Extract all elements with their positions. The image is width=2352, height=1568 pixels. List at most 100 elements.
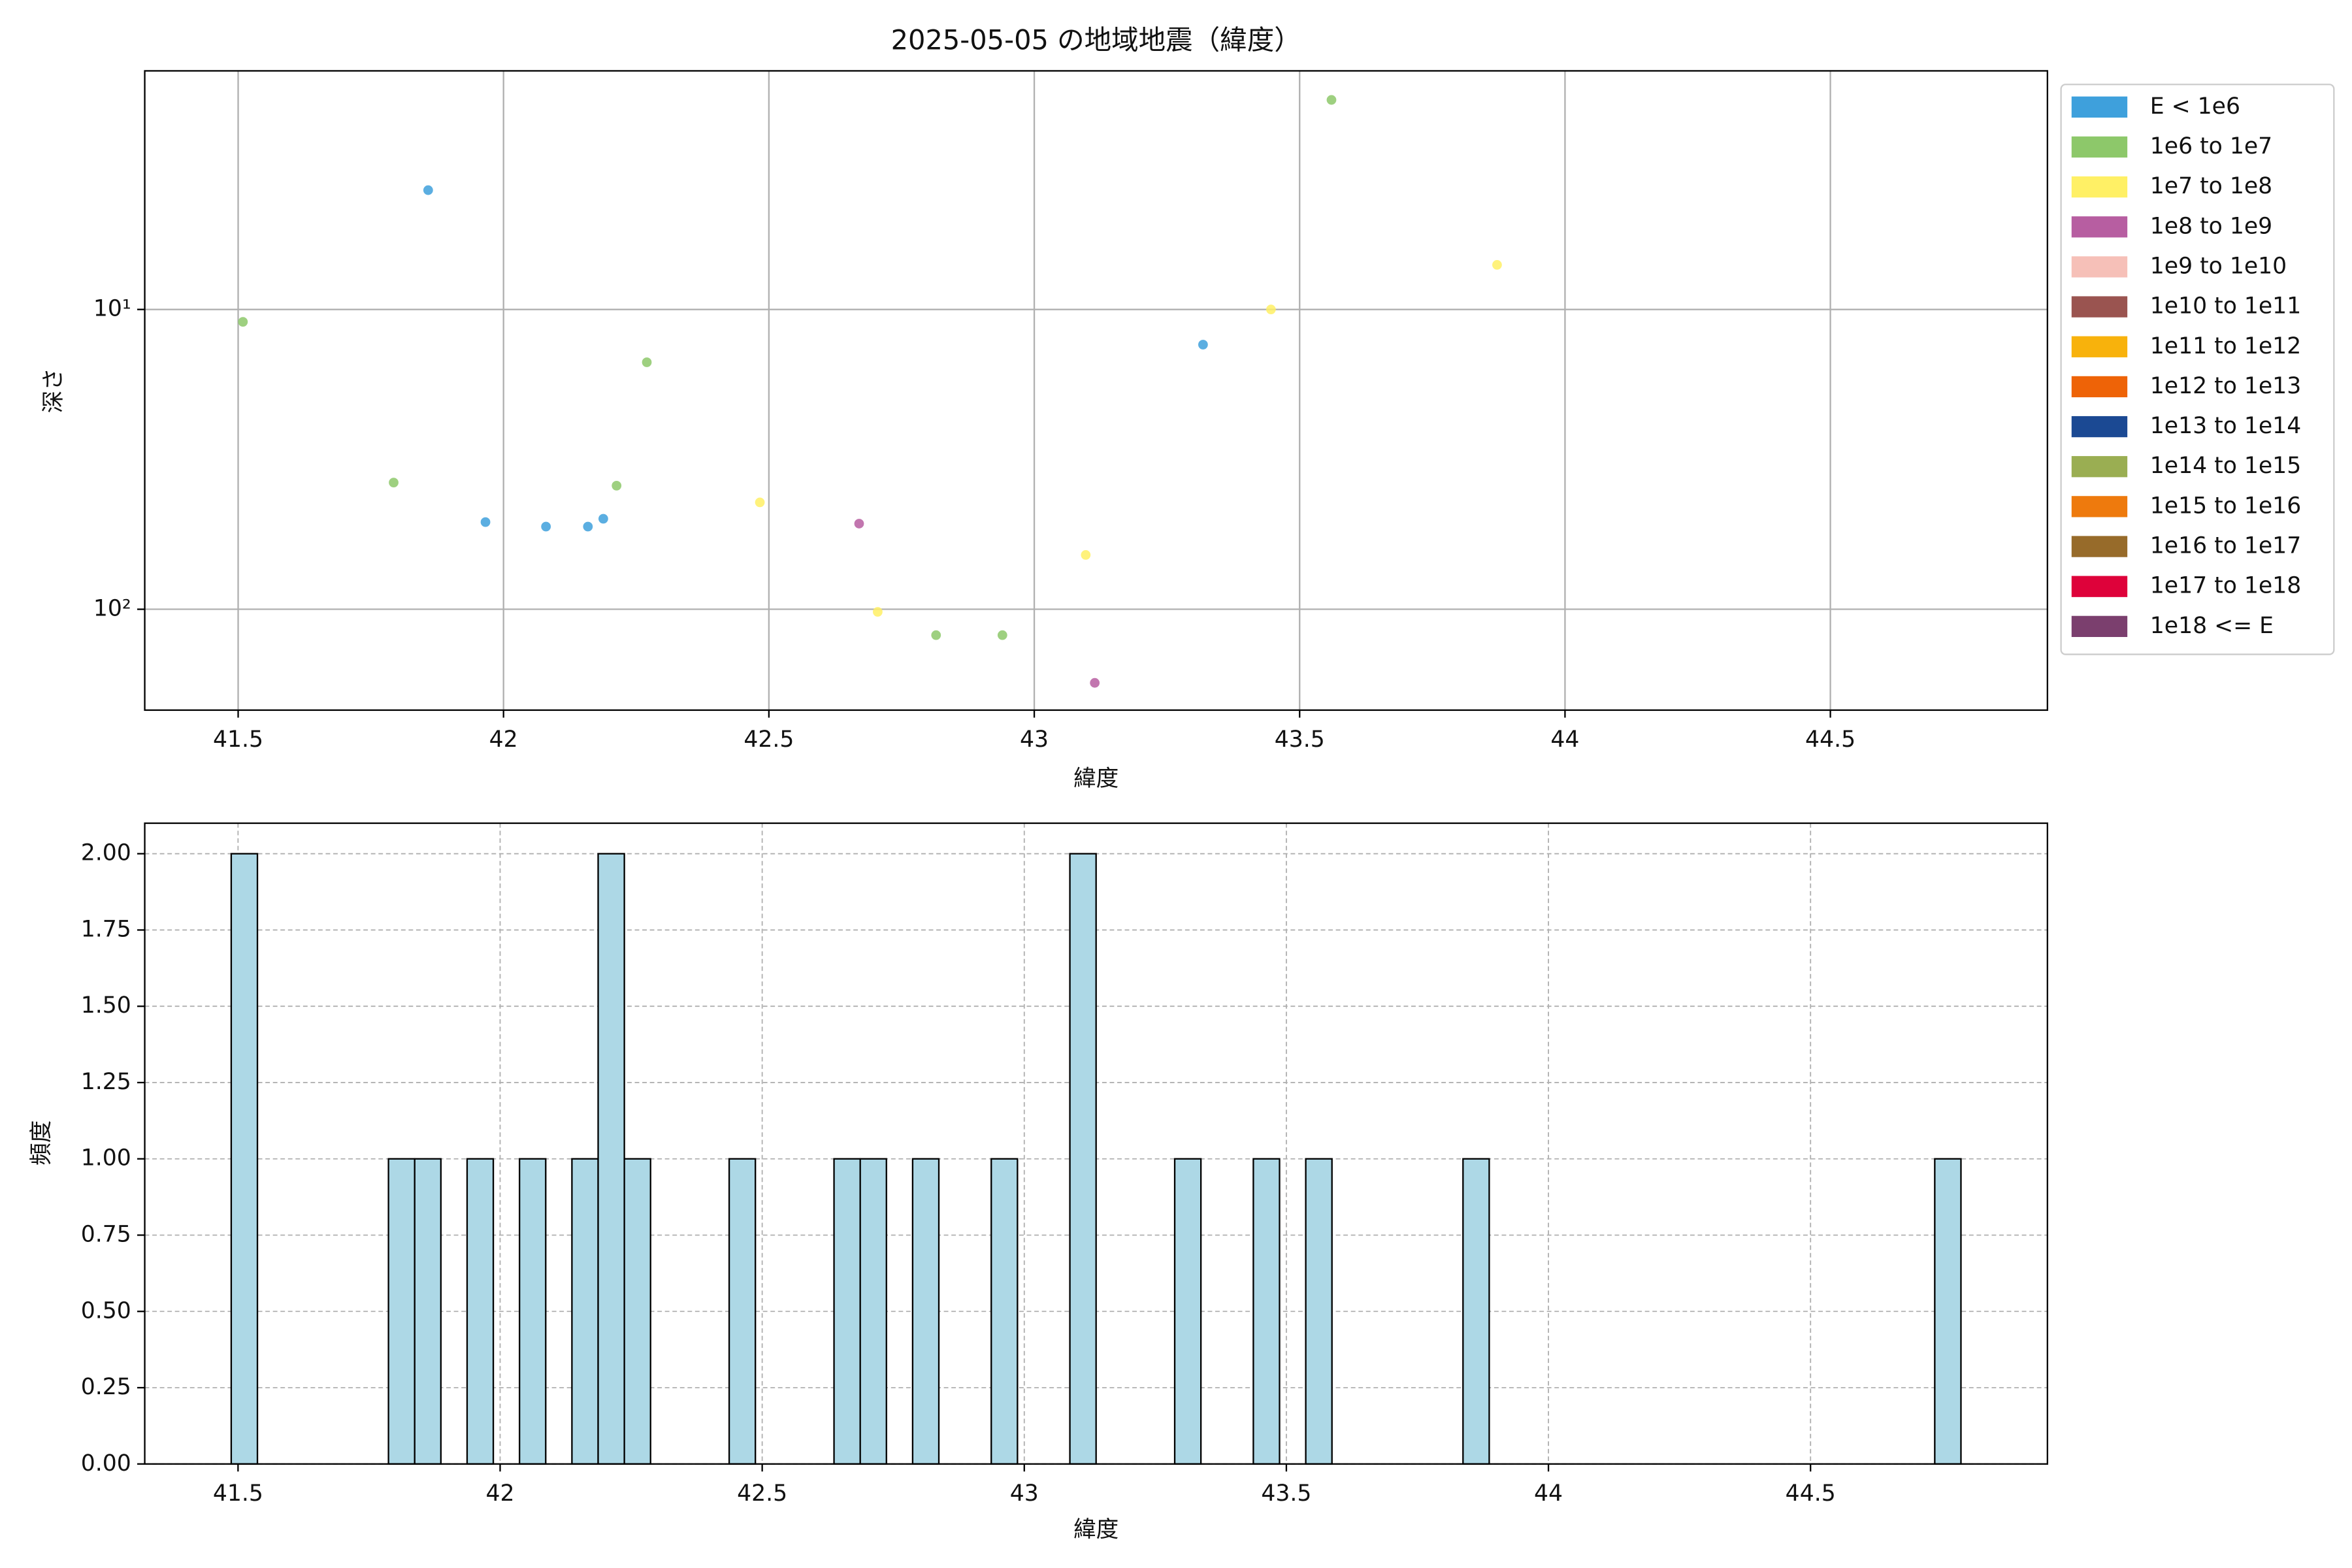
x-axis-label: 緯度 bbox=[1073, 1516, 1119, 1543]
legend-label: 1e12 to 1e13 bbox=[2150, 373, 2301, 399]
point bbox=[1090, 678, 1100, 688]
y-axis-label: 頻度 bbox=[29, 1120, 55, 1166]
bar bbox=[1173, 1158, 1202, 1465]
chart-title: 2025-05-05 の地域地震（緯度） bbox=[891, 24, 1301, 56]
legend-label: 1e11 to 1e12 bbox=[2150, 333, 2301, 359]
bar bbox=[1934, 1158, 1962, 1465]
legend-swatch bbox=[2071, 456, 2128, 478]
legend-swatch bbox=[2071, 176, 2128, 198]
y-tick-label: 1.25 bbox=[81, 1069, 131, 1095]
legend-swatch bbox=[2071, 615, 2128, 637]
bar bbox=[1252, 1158, 1281, 1465]
x-tick-label: 42 bbox=[489, 727, 518, 753]
bar bbox=[414, 1158, 442, 1465]
bar bbox=[597, 853, 625, 1465]
plot-frame bbox=[144, 822, 2048, 1465]
point bbox=[1198, 340, 1208, 350]
point bbox=[1492, 260, 1502, 270]
bar bbox=[571, 1158, 599, 1465]
bar bbox=[1305, 1158, 1333, 1465]
legend-swatch bbox=[2071, 256, 2128, 278]
point bbox=[238, 317, 248, 327]
point bbox=[642, 357, 652, 367]
bar bbox=[519, 1158, 547, 1465]
legend-label: 1e10 to 1e11 bbox=[2150, 293, 2301, 319]
y-tick-label: 1.00 bbox=[81, 1145, 131, 1171]
legend-swatch bbox=[2071, 216, 2128, 238]
legend-swatch bbox=[2071, 336, 2128, 357]
point bbox=[423, 185, 433, 195]
point bbox=[931, 630, 941, 640]
legend-swatch bbox=[2071, 496, 2128, 517]
point bbox=[1081, 550, 1091, 560]
point bbox=[541, 521, 551, 532]
bar bbox=[728, 1158, 757, 1465]
point bbox=[1326, 95, 1337, 105]
bar bbox=[466, 1158, 495, 1465]
bar bbox=[230, 853, 259, 1465]
y-tick-label: 10¹ bbox=[93, 296, 131, 322]
point bbox=[1266, 304, 1276, 315]
legend-label: 1e6 to 1e7 bbox=[2150, 133, 2272, 159]
point bbox=[389, 478, 399, 488]
legend-swatch bbox=[2071, 376, 2128, 398]
x-tick-label: 44 bbox=[1534, 1480, 1563, 1507]
x-tick-label: 44.5 bbox=[1805, 727, 1855, 753]
point bbox=[583, 521, 593, 532]
legend-swatch bbox=[2071, 536, 2128, 557]
bar bbox=[911, 1158, 940, 1465]
legend-swatch bbox=[2071, 96, 2128, 118]
point bbox=[598, 514, 608, 524]
bar bbox=[990, 1158, 1019, 1465]
x-tick-label: 42.5 bbox=[737, 1480, 787, 1507]
plot-frame bbox=[144, 70, 2048, 711]
y-tick-label: 0.50 bbox=[81, 1298, 131, 1324]
point bbox=[755, 497, 765, 508]
y-tick-label: 0.75 bbox=[81, 1221, 131, 1247]
y-tick-label: 0.25 bbox=[81, 1374, 131, 1400]
x-tick-label: 43 bbox=[1020, 727, 1049, 753]
legend-label: 1e14 to 1e15 bbox=[2150, 453, 2301, 479]
y-tick-label: 1.75 bbox=[81, 916, 131, 942]
point bbox=[997, 630, 1007, 640]
legend-label: 1e18 <= E bbox=[2150, 613, 2274, 639]
bar bbox=[833, 1158, 861, 1465]
x-tick-label: 43 bbox=[1010, 1480, 1039, 1507]
y-axis-label: 深さ bbox=[41, 368, 67, 413]
x-tick-label: 41.5 bbox=[213, 1480, 263, 1507]
legend-swatch bbox=[2071, 296, 2128, 318]
x-tick-label: 43.5 bbox=[1275, 727, 1325, 753]
point bbox=[873, 607, 883, 617]
legend-label: 1e17 to 1e18 bbox=[2150, 573, 2301, 599]
legend-label: 1e9 to 1e10 bbox=[2150, 253, 2287, 279]
legend-label: 1e8 to 1e9 bbox=[2150, 213, 2272, 239]
y-tick-label: 0.00 bbox=[81, 1450, 131, 1477]
legend-label: 1e13 to 1e14 bbox=[2150, 413, 2301, 439]
bar bbox=[623, 1158, 651, 1465]
point bbox=[612, 480, 622, 491]
x-tick-label: 43.5 bbox=[1261, 1480, 1311, 1507]
y-tick-label: 2.00 bbox=[81, 840, 131, 866]
x-tick-label: 41.5 bbox=[213, 727, 263, 753]
x-tick-label: 44 bbox=[1550, 727, 1579, 753]
legend-swatch bbox=[2071, 576, 2128, 597]
bar bbox=[859, 1158, 887, 1465]
bar bbox=[387, 1158, 416, 1465]
x-tick-label: 44.5 bbox=[1786, 1480, 1836, 1507]
point bbox=[854, 519, 864, 529]
legend-label: 1e7 to 1e8 bbox=[2150, 173, 2272, 199]
x-axis-label: 緯度 bbox=[1073, 766, 1119, 792]
legend-swatch bbox=[2071, 416, 2128, 438]
x-tick-label: 42.5 bbox=[743, 727, 794, 753]
y-tick-label: 1.50 bbox=[81, 992, 131, 1019]
legend-swatch bbox=[2071, 136, 2128, 158]
legend-box bbox=[2060, 84, 2335, 655]
x-tick-label: 42 bbox=[485, 1480, 514, 1507]
legend-label: 1e16 to 1e17 bbox=[2150, 533, 2301, 559]
legend-label: 1e15 to 1e16 bbox=[2150, 493, 2301, 519]
y-tick-label: 10² bbox=[93, 596, 131, 622]
legend-label: E < 1e6 bbox=[2150, 93, 2240, 120]
bar bbox=[1462, 1158, 1490, 1465]
